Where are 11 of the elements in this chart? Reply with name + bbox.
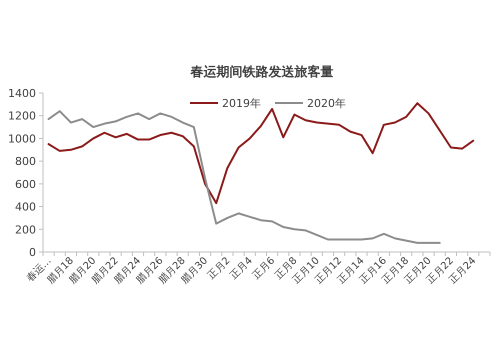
- legend-label: 2020年: [307, 97, 346, 110]
- y-tick-label: 1000: [8, 132, 36, 146]
- y-tick-label: 600: [15, 178, 36, 191]
- legend-label: 2019年: [222, 97, 261, 110]
- y-tick-label: 800: [15, 155, 36, 168]
- chart-title: 春运期间铁路发送旅客量: [190, 64, 334, 80]
- y-tick-label: 200: [15, 223, 36, 236]
- y-tick-label: 1400: [8, 87, 36, 100]
- y-tick-label: 400: [15, 200, 36, 214]
- y-tick-label: 1200: [8, 110, 36, 123]
- y-tick-label: 0: [29, 246, 36, 259]
